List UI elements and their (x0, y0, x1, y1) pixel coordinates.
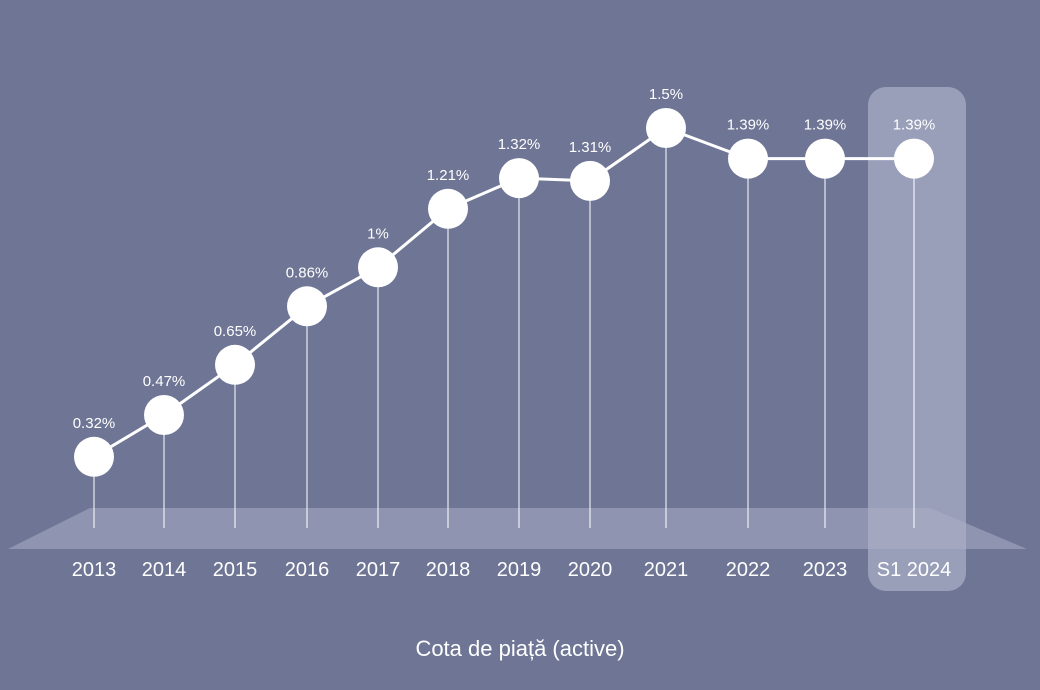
data-point-marker (805, 138, 845, 179)
x-tick-label: 2014 (142, 559, 187, 581)
x-tick-label: 2022 (726, 559, 771, 581)
data-point-marker (646, 108, 686, 148)
data-label: 1.39% (727, 117, 770, 134)
x-tick-label: 2018 (426, 559, 471, 581)
data-label: 0.65% (214, 323, 257, 340)
data-point-marker (894, 138, 934, 179)
floor-plane (8, 508, 1027, 549)
markers-group (74, 108, 934, 477)
data-label: 1.5% (649, 86, 683, 103)
data-point-marker (728, 138, 768, 179)
data-point-marker (358, 247, 398, 288)
data-label: 0.47% (143, 373, 186, 390)
data-label: 1.39% (804, 117, 847, 134)
x-tick-label: 2019 (497, 559, 542, 581)
x-tick-label: 2015 (213, 559, 258, 581)
data-label: 1.31% (569, 139, 612, 156)
x-tick-label: 2017 (356, 559, 401, 581)
data-label: 1.39% (893, 117, 936, 134)
data-label: 1.32% (498, 136, 541, 153)
x-axis-title: Cota de piață (active) (415, 636, 624, 661)
x-tick-label: S1 2024 (877, 559, 952, 581)
highlight-band (868, 87, 966, 591)
x-tick-labels-group: 2013 2014 2015 2016 2017 2018 2019 2020 2021 2022… (72, 559, 952, 581)
x-tick-label: 2020 (568, 559, 613, 581)
data-label: 1% (367, 225, 389, 242)
data-point-marker (499, 158, 539, 199)
data-point-marker (215, 344, 255, 385)
value-labels-group: 0.32% 0.47% 0.65% 0.86% 1% 1.21% 1.32% 1.31% 1.5… (73, 86, 936, 432)
data-point-marker (74, 436, 114, 477)
data-point-marker (570, 160, 610, 201)
data-label: 0.86% (286, 264, 329, 281)
data-point-marker (428, 188, 468, 229)
data-label: 1.21% (427, 167, 470, 184)
x-tick-label: 2023 (803, 559, 848, 581)
data-point-marker (287, 286, 327, 327)
x-tick-label: 2021 (644, 559, 689, 581)
data-label: 0.32% (73, 415, 116, 432)
data-point-marker (144, 395, 184, 435)
x-tick-label: 2016 (285, 559, 330, 581)
stem-lines-group (93, 128, 915, 528)
x-tick-label: 2013 (72, 559, 117, 581)
